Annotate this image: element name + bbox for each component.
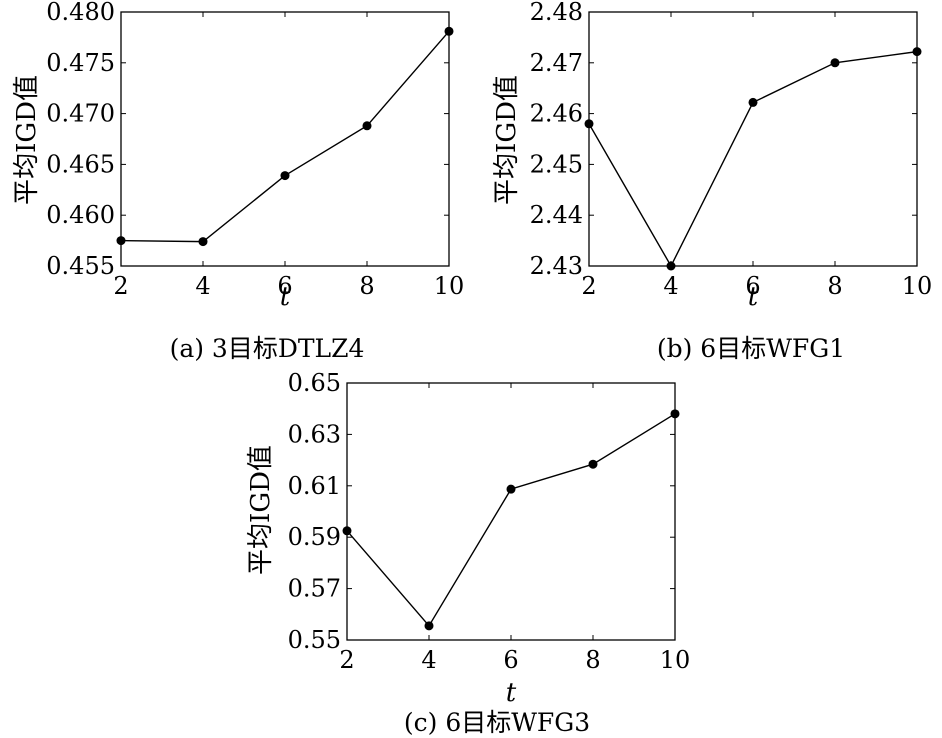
x-tick-label: 6 (745, 272, 760, 300)
x-tick-label: 4 (663, 272, 678, 300)
data-point (424, 621, 434, 631)
data-point (444, 26, 454, 36)
subplot-caption: (b) 6目标WFG1 (657, 334, 845, 363)
x-tick-label: 8 (585, 646, 600, 674)
series-line (120, 30, 450, 243)
y-tick-label: 2.48 (530, 0, 583, 26)
y-tick-label: 0.59 (288, 523, 341, 551)
x-tick-label: 8 (827, 272, 842, 300)
y-tick-label: 0.61 (288, 472, 341, 500)
x-tick-label: 8 (359, 272, 374, 300)
x-tick-label: 10 (434, 272, 465, 300)
chart-panel-2: 2 4 6 8 10 2.43 2.44 2.45 2.46 2.47 2.48 t 平均IGD值 (b)… (492, 0, 932, 363)
subplot-caption: (c) 6目标WFG3 (404, 708, 590, 737)
chart-panel-3: 2 4 6 8 10 0.55 0.57 0.59 0.61 0.63 0.65 t 平均IGD值 (c)… (246, 369, 690, 737)
subplot-caption: (a) 3目标DTLZ4 (170, 334, 365, 363)
data-point (588, 459, 598, 469)
data-point (506, 484, 516, 494)
x-axis-label: t (748, 282, 759, 312)
y-tick-label: 0.55 (288, 626, 341, 654)
y-tick-label: 0.470 (46, 100, 115, 128)
data-point (362, 121, 372, 131)
y-tick-label: 2.44 (530, 201, 583, 229)
x-axis-label: t (280, 282, 291, 312)
data-point (670, 409, 680, 419)
y-tick-label: 0.63 (288, 420, 341, 448)
y-tick-label: 2.45 (530, 150, 583, 178)
x-tick-label: 10 (902, 272, 933, 300)
data-point (912, 47, 922, 57)
x-tick-label: 2 (581, 272, 596, 300)
data-point (280, 171, 290, 181)
x-tick-label: 6 (277, 272, 292, 300)
data-point (584, 119, 594, 129)
series-line (346, 413, 676, 628)
x-tick-label: 4 (195, 272, 210, 300)
y-tick-label: 0.455 (46, 252, 115, 280)
y-tick-label: 0.480 (46, 0, 115, 26)
y-tick-label: 2.46 (530, 100, 583, 128)
y-axis-label: 平均IGD值 (246, 445, 276, 575)
y-tick-label: 2.43 (530, 252, 583, 280)
x-tick-label: 10 (660, 646, 691, 674)
y-tick-label: 0.465 (46, 150, 115, 178)
plot-frame (346, 382, 676, 641)
data-point (830, 58, 840, 68)
series-line (588, 50, 918, 268)
y-tick-label: 2.47 (530, 49, 583, 77)
data-point (116, 236, 126, 246)
chart-panel-1: 2 4 6 8 10 0.455 0.460 0.465 0.470 0.475 0.480 t 平均I… (12, 0, 464, 363)
y-tick-label: 0.57 (288, 575, 341, 603)
y-tick-label: 0.65 (288, 369, 341, 397)
data-point (198, 237, 208, 247)
data-point (666, 261, 676, 271)
y-axis-label: 平均IGD值 (12, 75, 42, 205)
y-tick-label: 0.460 (46, 201, 115, 229)
data-point (342, 526, 352, 536)
x-tick-label: 4 (421, 646, 436, 674)
x-axis-label: t (506, 678, 517, 708)
plot-frame (588, 11, 918, 267)
data-point (748, 97, 758, 107)
x-tick-label: 2 (339, 646, 354, 674)
x-tick-label: 2 (113, 272, 128, 300)
plot-frame (120, 11, 450, 267)
x-tick-label: 6 (503, 646, 518, 674)
y-tick-label: 0.475 (46, 49, 115, 77)
y-axis-label: 平均IGD值 (492, 75, 522, 205)
